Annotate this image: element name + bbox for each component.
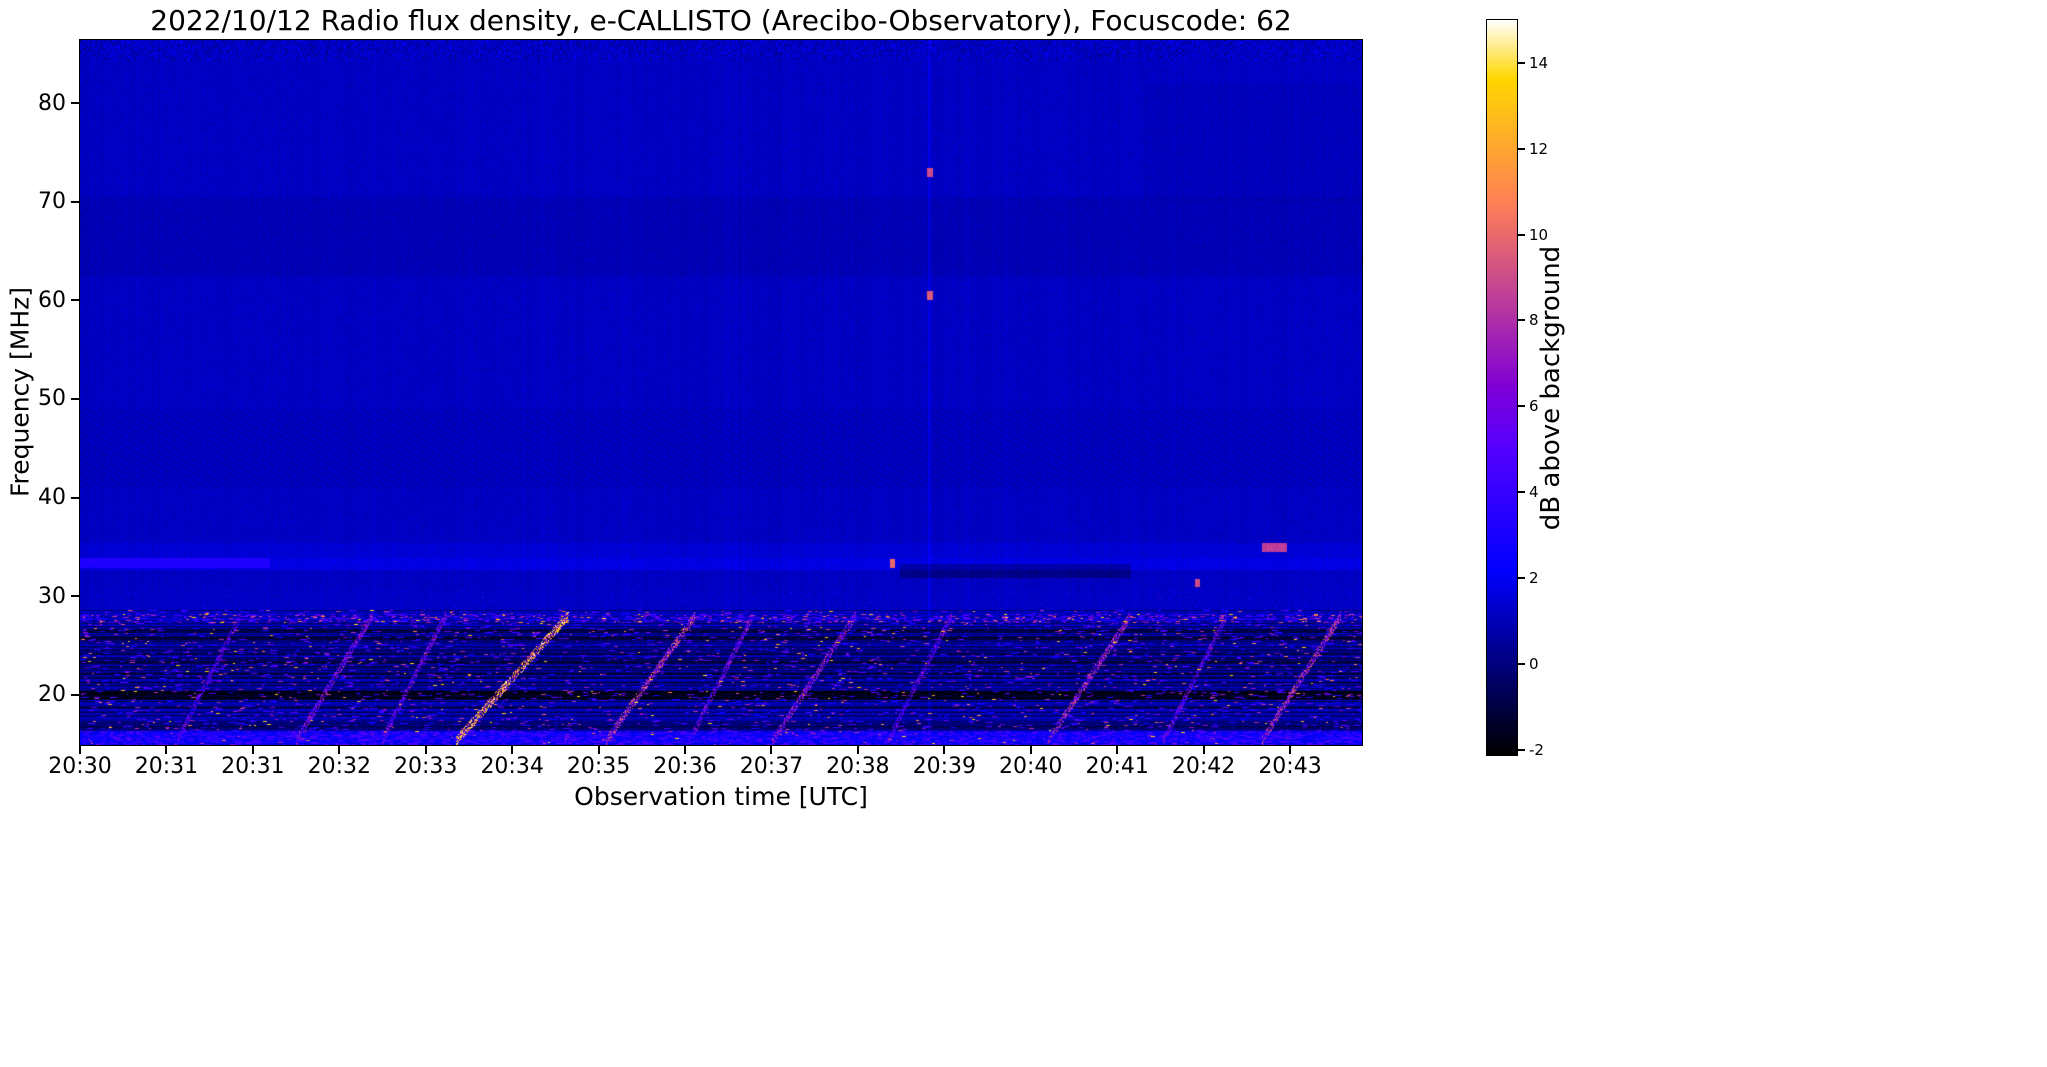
x-tick-mark: [1116, 746, 1119, 754]
y-tick-label: 50: [38, 386, 66, 412]
x-tick-label: 20:42: [1171, 754, 1236, 779]
spectrogram-heatmap: [80, 40, 1362, 745]
x-tick-mark: [1202, 746, 1205, 754]
x-tick-mark: [1029, 746, 1032, 754]
x-tick-mark: [251, 746, 254, 754]
x-tick-label: 20:39: [912, 754, 976, 779]
x-tick-label: 20:41: [1085, 754, 1149, 779]
y-tick-mark: [71, 595, 79, 598]
x-tick-mark: [511, 746, 514, 754]
x-tick-mark: [165, 746, 168, 754]
x-tick-mark: [684, 746, 686, 754]
colorbar-tick-mark: [1517, 405, 1525, 408]
y-tick-label: 70: [38, 189, 66, 215]
x-tick-label: 20:36: [653, 754, 717, 779]
colorbar-tick-mark: [1517, 662, 1525, 665]
y-tick-mark: [71, 102, 79, 105]
colorbar-tick-label: 14: [1529, 53, 1549, 72]
x-tick-label: 20:34: [480, 754, 544, 779]
x-tick-label: 20:30: [48, 754, 112, 779]
colorbar-tick-label: 12: [1529, 139, 1549, 158]
x-axis-label: Observation time [UTC]: [574, 782, 868, 811]
y-tick-label: 20: [38, 682, 66, 708]
x-tick-label: 20:32: [307, 754, 371, 779]
x-tick-label: 20:43: [1258, 754, 1322, 779]
y-tick-label: 80: [38, 90, 66, 116]
x-tick-mark: [424, 746, 427, 754]
y-tick-mark: [71, 200, 79, 203]
x-tick-mark: [1289, 746, 1292, 754]
colorbar-tick-label: 8: [1529, 311, 1539, 330]
y-tick-mark: [71, 496, 79, 499]
x-tick-label: 20:33: [394, 754, 458, 779]
x-tick-mark: [856, 746, 859, 754]
x-tick-label: 20:37: [739, 754, 804, 779]
x-tick-mark: [597, 746, 600, 754]
colorbar-tick-label: 10: [1529, 225, 1549, 244]
colorbar-tick-label: 0: [1529, 654, 1539, 673]
y-tick-mark: [71, 397, 79, 400]
x-tick-label: 20:31: [134, 754, 199, 779]
chart-title: 2022/10/12 Radio flux density, e-CALLIST…: [150, 4, 1292, 37]
colorbar-tick-mark: [1517, 748, 1525, 751]
x-tick-label: 20:38: [826, 754, 890, 779]
colorbar-tick-label: 2: [1529, 568, 1539, 587]
colorbar-tick-label: 6: [1529, 397, 1539, 416]
x-tick-label: 20:40: [999, 754, 1063, 779]
x-tick-mark: [943, 746, 946, 754]
y-tick-label: 60: [38, 287, 66, 313]
x-tick-label: 20:35: [566, 754, 631, 779]
y-tick-label: 30: [38, 583, 66, 609]
colorbar-tick-label: -2: [1529, 740, 1544, 759]
colorbar-tick-mark: [1517, 491, 1525, 494]
x-tick-mark: [79, 746, 81, 754]
x-tick-mark: [770, 746, 773, 754]
y-tick-mark: [71, 693, 79, 696]
colorbar-tick-mark: [1517, 319, 1525, 322]
x-tick-label: 20:31: [221, 754, 285, 779]
x-tick-mark: [338, 746, 341, 754]
colorbar-tick-mark: [1517, 576, 1525, 579]
y-tick-mark: [71, 299, 79, 302]
colorbar-gradient: [1487, 20, 1517, 755]
colorbar-tick-mark: [1517, 61, 1525, 64]
colorbar-tick-label: 4: [1529, 483, 1539, 502]
colorbar-tick-mark: [1517, 233, 1525, 236]
y-tick-label: 40: [38, 485, 66, 510]
colorbar-tick-mark: [1517, 147, 1525, 150]
